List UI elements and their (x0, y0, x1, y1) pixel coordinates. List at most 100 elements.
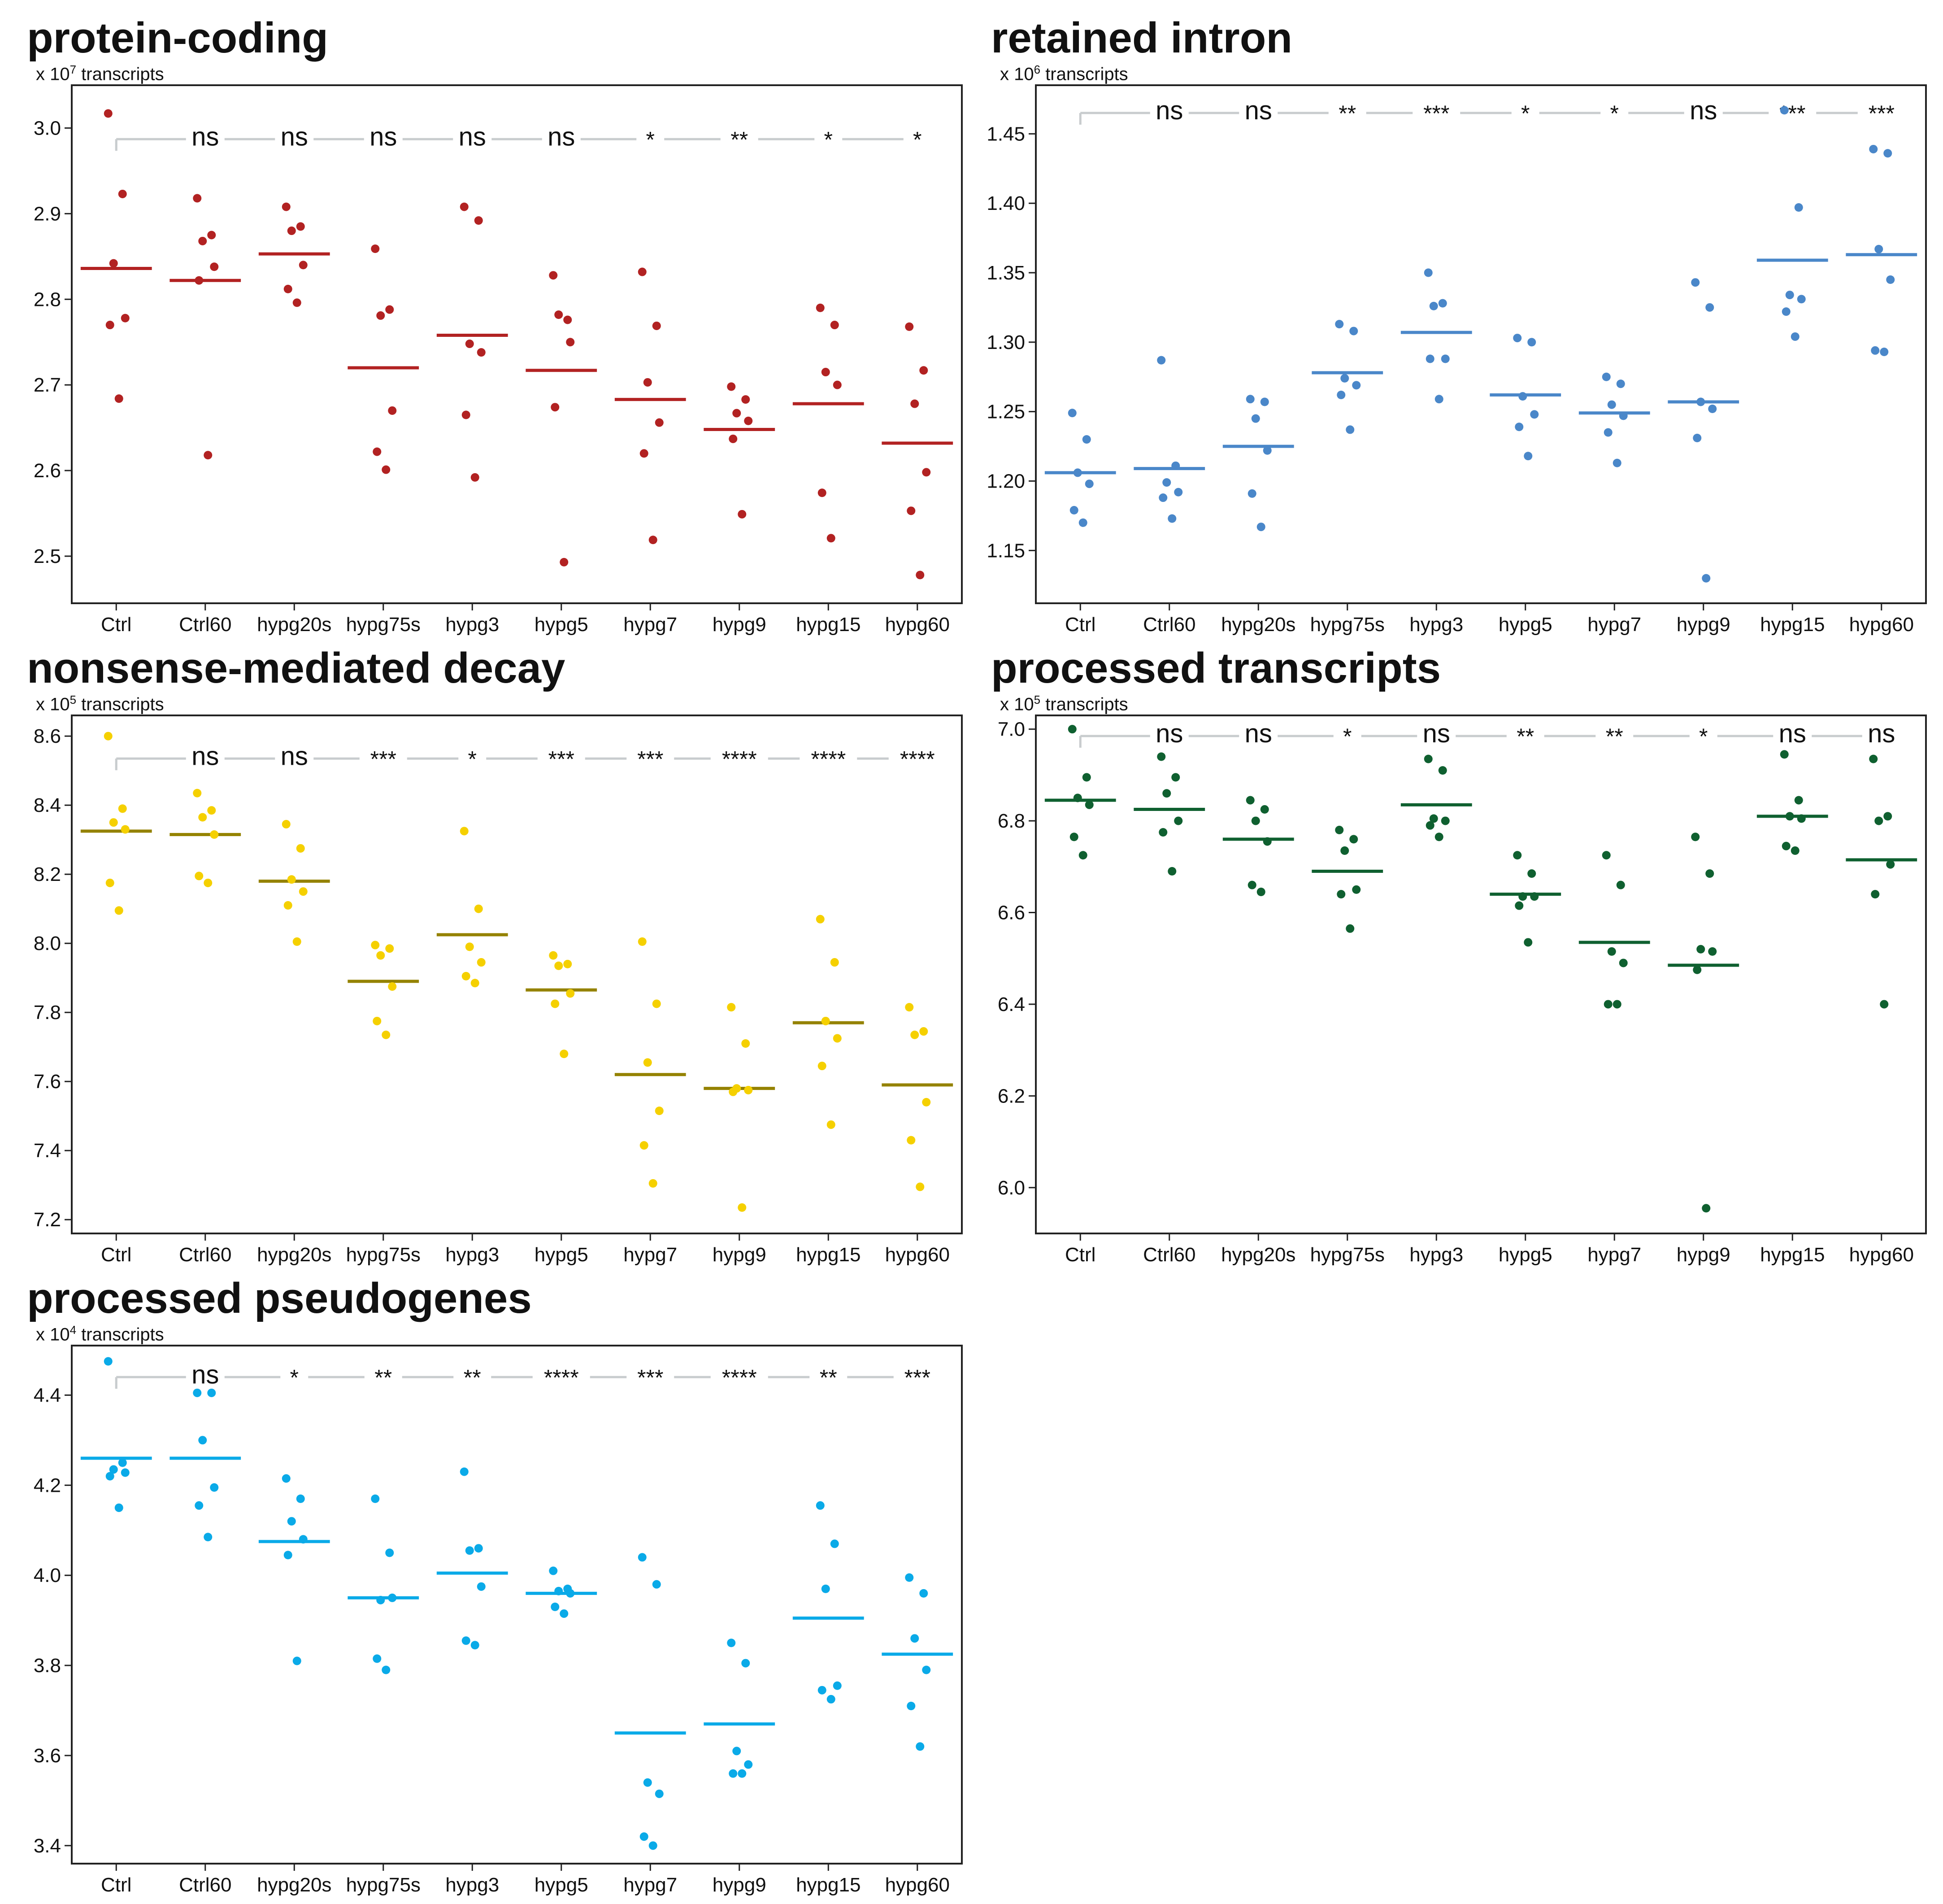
data-point (1883, 149, 1892, 158)
data-point (1602, 372, 1611, 381)
x-tick-label: hypg7 (623, 1874, 677, 1896)
data-point (919, 366, 928, 375)
plot-area: 6.0 6.2 6.4 6.6 6.8 7.0 Ctrl Ctrl60 hypg20s hypg7… (998, 715, 1927, 1266)
data-point (910, 399, 919, 408)
plot-frame (71, 715, 963, 1234)
data-point (1441, 816, 1450, 825)
data-point (1168, 514, 1177, 523)
y-unit-label: x 104 transcripts (36, 1323, 164, 1345)
data-point (1524, 938, 1533, 947)
chart-title: processed transcripts (991, 644, 1441, 692)
data-point (1794, 203, 1803, 212)
data-point (299, 261, 308, 270)
data-point (727, 1638, 736, 1647)
data-point (907, 1701, 916, 1710)
data-point (204, 451, 213, 460)
data-point (1073, 468, 1082, 477)
data-point (477, 1582, 486, 1591)
data-point (282, 1474, 291, 1483)
significance-label-bg (893, 1364, 941, 1389)
data-point (830, 321, 839, 330)
data-point (741, 395, 750, 404)
data-point (1085, 479, 1094, 488)
data-point (1791, 332, 1800, 341)
data-point (817, 1062, 826, 1071)
data-point (292, 937, 301, 946)
y-tick-label: 1.25 (987, 401, 1025, 423)
significance-label: ns (281, 741, 308, 771)
y-tick-label: 1.30 (987, 331, 1025, 353)
data-point (1068, 725, 1077, 734)
significance-label: ns (548, 122, 575, 151)
y-tick-label: 6.0 (998, 1177, 1025, 1199)
data-point (744, 416, 753, 425)
significance-label: ** (1606, 724, 1623, 749)
data-point (292, 298, 301, 307)
data-point (830, 1539, 839, 1548)
x-tick-label: hypg5 (1499, 614, 1552, 636)
data-point (741, 1039, 750, 1048)
data-point (741, 1659, 750, 1668)
data-point (105, 1472, 114, 1481)
panel-retained-intron: retained intron x 106 transcripts 1.15 1.… (964, 0, 1933, 636)
x-tick-label: hypg20s (1221, 1244, 1295, 1266)
data-point (1702, 1204, 1711, 1213)
x-tick-label: Ctrl60 (1143, 614, 1195, 636)
data-point (1515, 423, 1524, 431)
y-tick-label: 6.6 (998, 902, 1025, 924)
data-point (210, 830, 219, 839)
data-point (1263, 446, 1272, 455)
significance-label-bg (720, 126, 758, 151)
data-point (816, 1501, 825, 1510)
data-point (1441, 354, 1450, 363)
data-point (465, 942, 474, 951)
significance-label-bg (888, 745, 946, 771)
data-point (1346, 425, 1355, 434)
data-point (729, 1087, 738, 1096)
data-point (729, 1769, 738, 1778)
data-point (461, 972, 470, 980)
data-point (638, 937, 647, 946)
significance-label: ns (1156, 719, 1183, 748)
data-point (1604, 428, 1613, 437)
data-point (560, 1609, 569, 1618)
significance-label-bg (453, 1364, 491, 1389)
data-point (554, 310, 563, 319)
data-point (204, 1533, 213, 1542)
plot-area: 3.4 3.6 3.8 4.0 4.2 4.4 Ctrl Ctrl60 hypg20s hypg7… (34, 1345, 963, 1896)
data-point (1883, 812, 1892, 821)
data-point (1251, 414, 1260, 423)
significance-label-bg (1595, 722, 1634, 748)
significance-label: ns (191, 1360, 219, 1389)
significance-label: **** (811, 746, 846, 771)
data-point (1874, 816, 1883, 825)
significance-label: **** (722, 1365, 757, 1390)
x-tick-label: hypg7 (623, 1244, 677, 1266)
data-point (1248, 489, 1256, 498)
data-point (193, 194, 202, 203)
data-point (1782, 841, 1791, 850)
data-point (1602, 851, 1611, 860)
data-point (639, 1141, 648, 1150)
significance-label-bg (458, 745, 487, 771)
x-tick-label: hypg9 (713, 1874, 766, 1896)
data-point (1069, 506, 1078, 515)
data-point (382, 1665, 391, 1674)
significance-label: * (646, 127, 655, 152)
data-point (727, 382, 736, 391)
data-point (1162, 789, 1171, 798)
y-tick-label: 4.0 (34, 1564, 61, 1586)
data-point (299, 887, 308, 896)
significance-label-bg (814, 126, 843, 151)
x-tick-label: Ctrl (101, 614, 131, 636)
data-point (105, 878, 114, 887)
data-point (1174, 488, 1183, 497)
data-point (198, 813, 207, 822)
data-point (1708, 404, 1717, 413)
data-point (204, 878, 213, 887)
data-point (1708, 947, 1717, 956)
data-point (1157, 752, 1166, 761)
y-tick-label: 1.40 (987, 192, 1025, 214)
significance-label: ** (730, 127, 748, 152)
data-point (1869, 754, 1878, 763)
